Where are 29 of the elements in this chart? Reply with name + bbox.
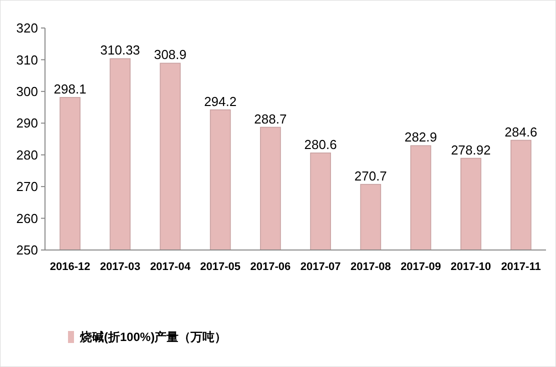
y-tick-label: 290 [16,116,38,131]
x-tick-label: 2017-05 [200,261,241,273]
x-tick-label: 2016-12 [50,261,90,273]
x-tick-label: 2017-09 [400,261,441,273]
y-tick-label: 260 [16,210,38,226]
x-tick-label: 2017-10 [450,261,492,273]
x-tick-label: 2017-08 [350,261,391,273]
y-tick-label: 310 [16,52,38,68]
data-label: 270.7 [354,168,387,184]
data-label: 288.7 [254,111,287,126]
y-tick-label: 280 [16,147,38,162]
x-tick-label: 2017-06 [250,261,291,273]
x-tick-label: 2017-11 [501,261,541,273]
y-tick-label: 250 [16,242,38,258]
y-tick-label: 300 [16,84,38,99]
x-tick-label: 2017-07 [300,261,341,273]
data-label: 310.33 [100,42,140,58]
legend-label: 烧碱(折100%)产量（万吨） [79,330,227,344]
data-label: 278.92 [450,142,491,158]
y-tick-label: 320 [16,20,38,36]
data-label: 308.9 [154,47,187,62]
data-label: 284.6 [504,124,538,140]
x-tick-label: 2017-04 [150,261,192,273]
data-label: 294.2 [204,94,237,109]
data-label: 280.6 [304,136,337,152]
y-tick-label: 270 [16,179,38,194]
data-label: 298.1 [54,81,86,96]
data-label: 282.9 [404,130,438,145]
x-tick-label: 2017-03 [100,261,140,273]
